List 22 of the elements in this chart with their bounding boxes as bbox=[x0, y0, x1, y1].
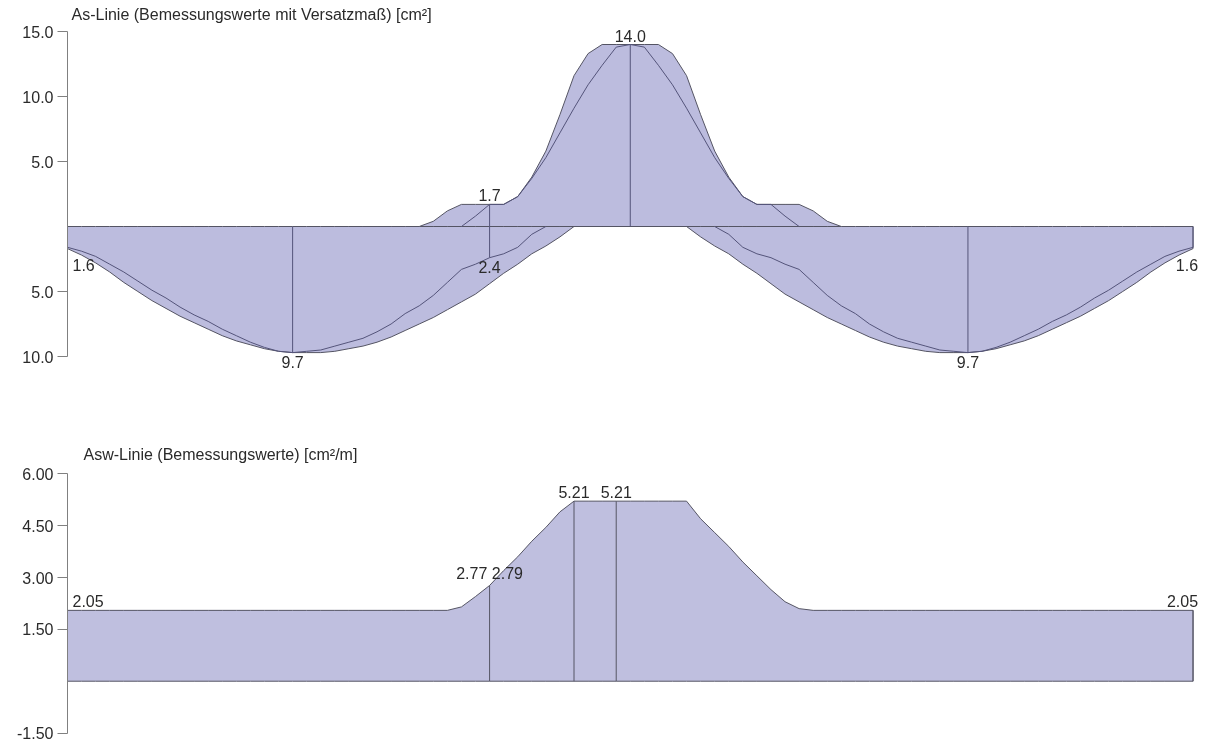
data-label: 2.77 2.79 bbox=[456, 565, 524, 583]
data-label: 14.0 bbox=[614, 27, 646, 45]
data-label: 2.4 bbox=[478, 258, 501, 276]
data-label: 2.05 bbox=[1166, 593, 1199, 611]
y-tick-label: -1.50 bbox=[17, 725, 54, 743]
data-label: 5.21 bbox=[600, 484, 632, 502]
y-tick-label: 5.0 bbox=[31, 153, 54, 171]
y-tick-label: 1.50 bbox=[22, 621, 54, 639]
chart-title: As-Linie (Bemessungswerte mit Versatzmaß) [cm²] bbox=[71, 5, 432, 23]
y-tick-label: 3.00 bbox=[22, 569, 54, 587]
data-label: 9.7 bbox=[281, 353, 304, 371]
data-label: 2.05 bbox=[72, 593, 104, 611]
y-tick-label: 10.0 bbox=[22, 88, 54, 106]
data-label: 9.7 bbox=[956, 353, 980, 371]
y-tick-label: 4.50 bbox=[22, 517, 54, 535]
y-tick-label: 15.0 bbox=[22, 23, 54, 41]
chart-title: Asw-Linie (Bemessungswerte) [cm²/m] bbox=[83, 445, 358, 463]
data-label: 5.21 bbox=[558, 484, 590, 502]
data-label: 1.6 bbox=[1175, 257, 1199, 275]
y-tick-label: 6.00 bbox=[22, 465, 54, 483]
data-label: 1.6 bbox=[72, 257, 95, 275]
data-label: 1.7 bbox=[478, 187, 501, 205]
